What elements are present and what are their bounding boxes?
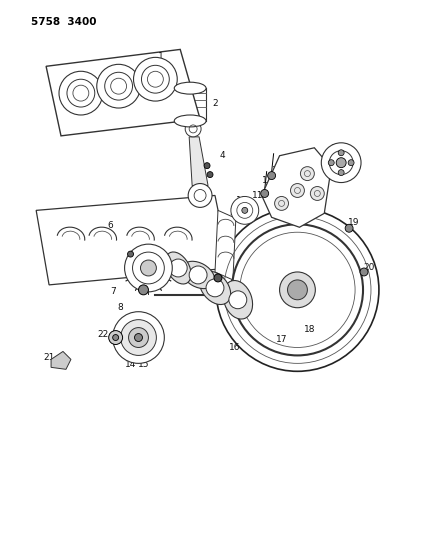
Text: 4: 4 — [219, 151, 225, 160]
Circle shape — [109, 330, 122, 344]
Circle shape — [97, 64, 140, 108]
Ellipse shape — [174, 82, 206, 94]
Circle shape — [268, 172, 276, 180]
Circle shape — [291, 183, 304, 197]
Text: 7: 7 — [110, 287, 116, 296]
Text: 11: 11 — [262, 176, 273, 185]
Circle shape — [338, 150, 344, 156]
Text: 2: 2 — [212, 99, 218, 108]
Circle shape — [242, 207, 248, 213]
Polygon shape — [215, 211, 236, 280]
Circle shape — [113, 335, 119, 341]
Text: 5: 5 — [229, 280, 235, 289]
Circle shape — [185, 121, 201, 137]
Circle shape — [128, 328, 149, 348]
Text: 13: 13 — [331, 144, 343, 154]
Circle shape — [360, 268, 368, 276]
Circle shape — [134, 334, 143, 342]
Circle shape — [288, 280, 307, 300]
Ellipse shape — [174, 115, 206, 127]
Text: 17: 17 — [276, 335, 287, 344]
Polygon shape — [262, 148, 331, 227]
Circle shape — [125, 244, 172, 292]
Text: 9: 9 — [160, 251, 165, 260]
Ellipse shape — [199, 271, 231, 304]
Circle shape — [207, 172, 213, 177]
Circle shape — [261, 190, 269, 197]
Circle shape — [338, 169, 344, 175]
Circle shape — [321, 143, 361, 182]
Circle shape — [336, 158, 346, 168]
Circle shape — [206, 279, 224, 297]
Circle shape — [105, 72, 133, 100]
Circle shape — [348, 160, 354, 166]
Polygon shape — [189, 137, 208, 185]
Ellipse shape — [165, 252, 191, 284]
Circle shape — [121, 320, 156, 356]
Text: 10: 10 — [236, 196, 247, 205]
Circle shape — [140, 260, 156, 276]
Text: 18: 18 — [303, 325, 315, 334]
Text: 12: 12 — [272, 166, 283, 175]
Circle shape — [279, 272, 315, 308]
Text: 5758  3400: 5758 3400 — [31, 17, 97, 27]
Circle shape — [169, 259, 187, 277]
Text: 20: 20 — [363, 263, 374, 272]
Circle shape — [231, 197, 259, 224]
Circle shape — [214, 274, 222, 282]
Text: 3: 3 — [229, 208, 235, 217]
Circle shape — [345, 224, 353, 232]
Circle shape — [189, 266, 207, 284]
Ellipse shape — [223, 280, 253, 319]
Circle shape — [59, 71, 103, 115]
Circle shape — [142, 66, 169, 93]
Circle shape — [300, 167, 314, 181]
Text: 21: 21 — [43, 353, 55, 362]
Text: 6: 6 — [108, 221, 113, 230]
Polygon shape — [36, 196, 230, 285]
Circle shape — [128, 251, 134, 257]
Circle shape — [204, 163, 210, 168]
Circle shape — [328, 160, 334, 166]
Circle shape — [229, 291, 247, 309]
Text: 1: 1 — [158, 52, 163, 61]
Circle shape — [188, 183, 212, 207]
Text: 16: 16 — [229, 343, 241, 352]
Text: 22: 22 — [97, 330, 108, 339]
Ellipse shape — [181, 261, 215, 288]
Text: 19: 19 — [348, 218, 360, 227]
Polygon shape — [46, 50, 200, 136]
Circle shape — [310, 187, 324, 200]
Text: 14: 14 — [125, 360, 136, 369]
Circle shape — [113, 312, 164, 364]
Text: 8: 8 — [118, 303, 124, 312]
Circle shape — [139, 285, 149, 295]
Circle shape — [134, 58, 177, 101]
Text: 11: 11 — [252, 191, 264, 200]
Text: 15: 15 — [138, 360, 149, 369]
Circle shape — [216, 208, 379, 372]
Circle shape — [67, 79, 95, 107]
Polygon shape — [51, 351, 71, 369]
Circle shape — [275, 197, 288, 211]
